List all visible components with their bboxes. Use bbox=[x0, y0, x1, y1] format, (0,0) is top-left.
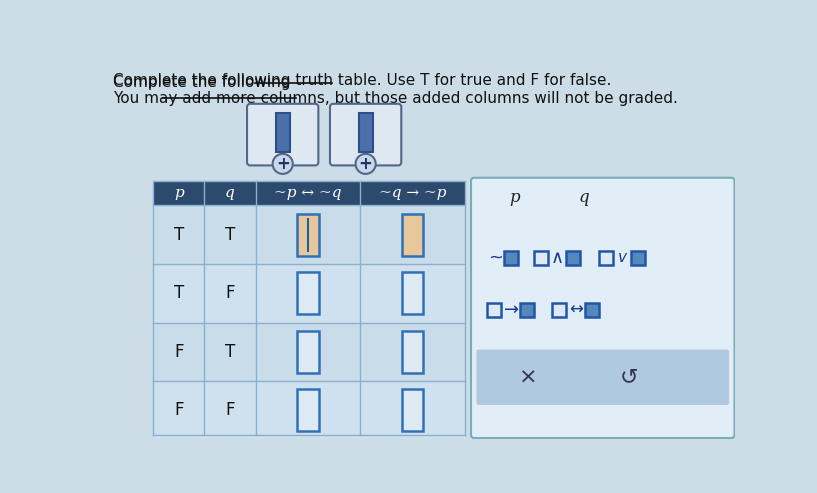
Bar bbox=[402, 273, 423, 314]
Text: F: F bbox=[174, 401, 184, 419]
Bar bbox=[297, 331, 319, 373]
Bar bbox=[154, 181, 465, 206]
Text: ~: ~ bbox=[488, 249, 503, 267]
Text: ↺: ↺ bbox=[620, 367, 638, 387]
Bar bbox=[520, 303, 534, 317]
Text: ~q → ~p: ~q → ~p bbox=[379, 186, 446, 200]
Bar bbox=[359, 113, 373, 151]
Text: F: F bbox=[174, 343, 184, 361]
Text: v: v bbox=[618, 250, 627, 265]
Bar bbox=[402, 389, 423, 431]
Text: ∧: ∧ bbox=[551, 249, 564, 267]
Bar bbox=[297, 214, 319, 255]
Text: q: q bbox=[579, 189, 590, 206]
Bar bbox=[402, 331, 423, 373]
Bar bbox=[632, 251, 645, 265]
Text: T: T bbox=[174, 284, 184, 302]
FancyBboxPatch shape bbox=[476, 350, 729, 405]
Text: T: T bbox=[225, 226, 235, 244]
Text: ×: × bbox=[519, 367, 538, 387]
Text: Complete the following truth table. Use T for true and F for false.: Complete the following truth table. Use … bbox=[113, 73, 611, 88]
Bar bbox=[154, 381, 465, 440]
Bar bbox=[552, 303, 566, 317]
Text: →: → bbox=[504, 301, 519, 319]
Text: Complete the following truth table: Complete the following truth table bbox=[113, 74, 377, 90]
Bar bbox=[534, 251, 547, 265]
Bar bbox=[154, 322, 465, 381]
Bar bbox=[599, 251, 613, 265]
Text: You may add more columns, but those added columns will not be graded.: You may add more columns, but those adde… bbox=[113, 92, 678, 106]
Bar bbox=[402, 214, 423, 255]
Bar bbox=[297, 273, 319, 314]
Text: F: F bbox=[225, 284, 234, 302]
Bar bbox=[154, 206, 465, 264]
Bar bbox=[504, 251, 518, 265]
Text: T: T bbox=[225, 343, 235, 361]
FancyBboxPatch shape bbox=[330, 104, 401, 166]
Text: p: p bbox=[174, 186, 184, 200]
FancyBboxPatch shape bbox=[247, 104, 319, 166]
Text: F: F bbox=[225, 401, 234, 419]
Circle shape bbox=[355, 154, 376, 174]
Text: Complete the following: Complete the following bbox=[113, 74, 296, 90]
Bar bbox=[566, 251, 580, 265]
Bar bbox=[487, 303, 502, 317]
Text: T: T bbox=[174, 226, 184, 244]
Text: q: q bbox=[225, 186, 234, 200]
Text: +: + bbox=[276, 155, 290, 173]
Text: ~p ↔ ~q: ~p ↔ ~q bbox=[275, 186, 342, 200]
Bar bbox=[275, 113, 290, 151]
FancyBboxPatch shape bbox=[471, 178, 734, 438]
Bar bbox=[297, 389, 319, 431]
Bar bbox=[585, 303, 599, 317]
Text: +: + bbox=[359, 155, 373, 173]
Polygon shape bbox=[275, 162, 291, 173]
Text: ↔: ↔ bbox=[569, 301, 583, 319]
Bar bbox=[154, 264, 465, 322]
Circle shape bbox=[273, 154, 292, 174]
Polygon shape bbox=[358, 162, 373, 173]
Text: p: p bbox=[509, 189, 520, 206]
